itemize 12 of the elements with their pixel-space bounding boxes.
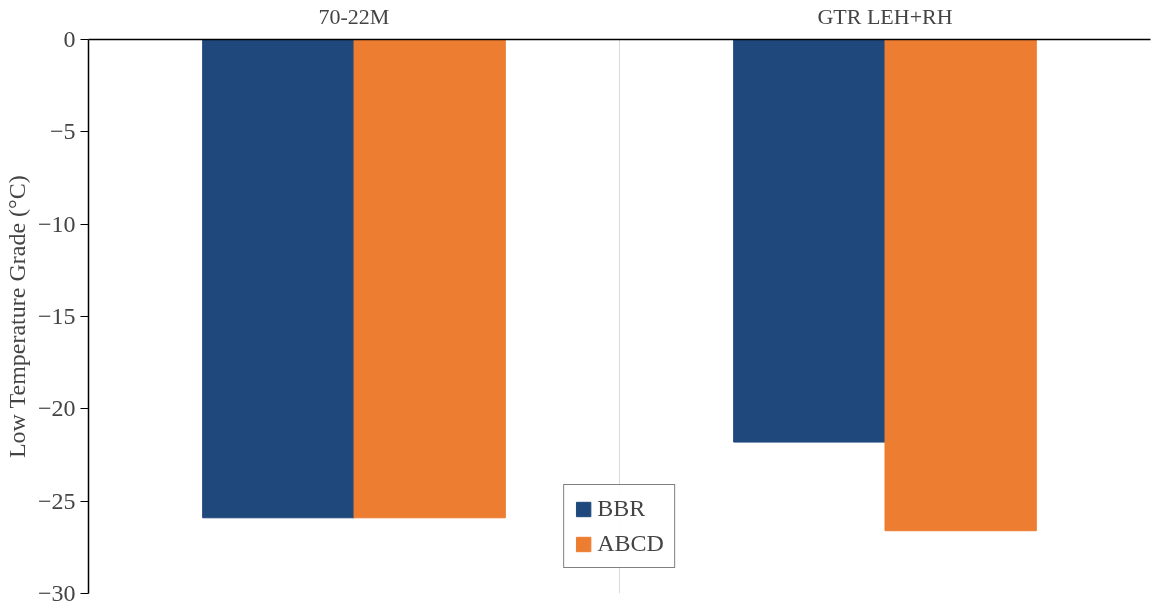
- y-tick-label: −15: [37, 303, 76, 329]
- y-tick-label: −10: [37, 210, 76, 237]
- y-tick-label: −30: [37, 580, 76, 606]
- y-axis-title: Low Temperature Grade (°C): [3, 175, 30, 459]
- legend-label: ABCD: [597, 530, 664, 557]
- x-tick-label: GTR LEH+RH: [817, 3, 953, 29]
- x-tick-label: 70-22M: [318, 3, 390, 29]
- y-tick-label: −20: [37, 395, 76, 422]
- y-tick-label: 0: [63, 26, 76, 52]
- y-tick-label: −25: [37, 487, 76, 514]
- y-tick-label: −5: [49, 118, 76, 145]
- legend-label: BBR: [597, 495, 646, 522]
